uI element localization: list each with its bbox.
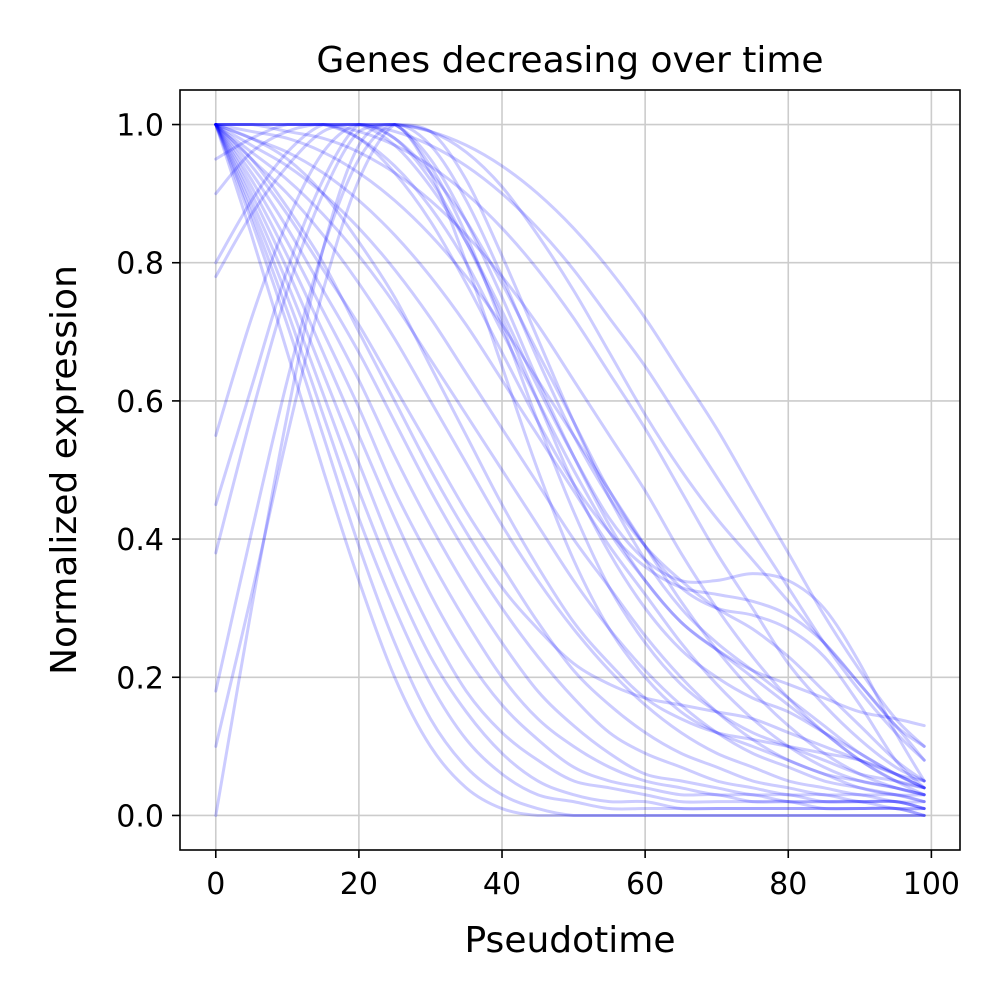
grid xyxy=(180,90,960,850)
axis-ticks: 0 20 40 60 80 100 0.0 0.2 0.4 0.6 0.8 1.0 xyxy=(116,109,960,902)
gene-trajectory-line xyxy=(214,123,926,783)
gene-trajectory-line xyxy=(214,123,926,762)
y-tick-label: 0.8 xyxy=(116,247,164,282)
gene-trajectory-line xyxy=(214,123,926,728)
gene-trajectory-line xyxy=(214,123,926,797)
plot-frame xyxy=(179,89,961,851)
gene-trajectory-line xyxy=(214,123,926,762)
y-tick-label: 0.0 xyxy=(116,799,164,834)
gene-trajectory-line xyxy=(214,123,926,811)
gene-trajectory-line xyxy=(214,123,926,811)
gene-trajectory-line xyxy=(214,123,926,817)
y-tick-label: 1.0 xyxy=(116,109,164,144)
gene-trajectory-line xyxy=(214,123,926,797)
gene-trajectory-line xyxy=(214,123,926,817)
gene-trajectory-line xyxy=(214,123,926,783)
gene-trajectory-line xyxy=(214,123,926,790)
gene-trajectory-line xyxy=(214,123,926,748)
x-tick-label: 100 xyxy=(903,867,960,902)
gene-trajectory-line xyxy=(214,123,926,804)
x-tick-label: 60 xyxy=(626,867,664,902)
gene-trajectory-line xyxy=(214,123,926,817)
x-tick-label: 20 xyxy=(340,867,378,902)
chart-title: Genes decreasing over time xyxy=(316,40,823,81)
y-axis-label: Normalized expression xyxy=(44,265,85,675)
gene-trajectory-line xyxy=(214,123,926,817)
gene-trajectory-line xyxy=(214,123,926,811)
x-tick-label: 0 xyxy=(206,867,225,902)
gene-trajectory-line xyxy=(214,123,926,790)
gene-trajectory-line xyxy=(214,123,926,790)
gene-trajectory-line xyxy=(214,123,926,811)
gene-trajectory-line xyxy=(214,123,926,797)
gene-trajectory-line xyxy=(214,123,926,790)
gene-trajectory-line xyxy=(214,123,926,804)
gene-trajectory-line xyxy=(214,123,926,817)
gene-trajectory-line xyxy=(214,123,926,811)
y-tick-label: 0.2 xyxy=(116,661,164,696)
x-axis-label: Pseudotime xyxy=(464,920,675,961)
y-tick-label: 0.6 xyxy=(116,385,164,420)
x-tick-label: 40 xyxy=(483,867,521,902)
series-lines xyxy=(214,123,926,817)
gene-trajectory-line xyxy=(214,123,926,804)
gene-trajectory-line xyxy=(214,123,926,797)
gene-trajectory-line xyxy=(214,123,926,748)
gene-trajectory-line xyxy=(214,123,926,790)
x-tick-label: 80 xyxy=(769,867,807,902)
gene-trajectory-line xyxy=(214,123,926,783)
gene-trajectory-line xyxy=(214,123,926,783)
y-tick-label: 0.4 xyxy=(116,523,164,558)
gene-trajectory-line xyxy=(214,123,926,790)
